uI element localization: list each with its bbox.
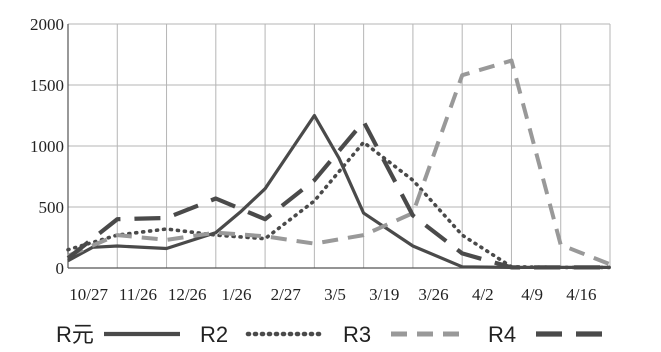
x-tick-label: 10/27 xyxy=(69,285,108,304)
y-axis-tick-labels: 0 500 1000 1500 2000 xyxy=(30,15,64,278)
y-tick-label: 2000 xyxy=(30,15,64,34)
series-line-R3 xyxy=(67,58,611,267)
legend: R元 R2 R3 R4 xyxy=(56,322,612,347)
x-tick-label: 11/26 xyxy=(119,285,157,304)
series-line-R4 xyxy=(66,119,610,270)
x-tick-label: 1/26 xyxy=(221,285,251,304)
y-tick-label: 500 xyxy=(39,198,65,217)
y-tick-label: 0 xyxy=(56,259,65,278)
x-tick-label: 4/9 xyxy=(521,285,543,304)
y-tick-label: 1500 xyxy=(30,76,64,95)
x-axis-tick-labels: 10/27 11/26 12/26 1/26 2/27 3/5 3/19 3/26 4/2 4/9… xyxy=(69,285,596,304)
x-tick-label: 2/27 xyxy=(271,285,302,304)
x-tick-label: 3/19 xyxy=(369,285,399,304)
legend-label: R3 xyxy=(343,322,371,347)
series-lines xyxy=(66,58,612,270)
y-tick-label: 1000 xyxy=(30,137,64,156)
x-tick-label: 3/5 xyxy=(324,285,346,304)
x-tick-label: 4/2 xyxy=(472,285,494,304)
legend-label: R2 xyxy=(200,322,228,347)
legend-label: R元 xyxy=(56,322,94,347)
x-tick-label: 12/26 xyxy=(168,285,207,304)
x-tick-label: 4/16 xyxy=(566,285,596,304)
series-line-R元 xyxy=(67,113,610,269)
legend-label: R4 xyxy=(488,322,516,347)
x-tick-label: 3/26 xyxy=(418,285,448,304)
